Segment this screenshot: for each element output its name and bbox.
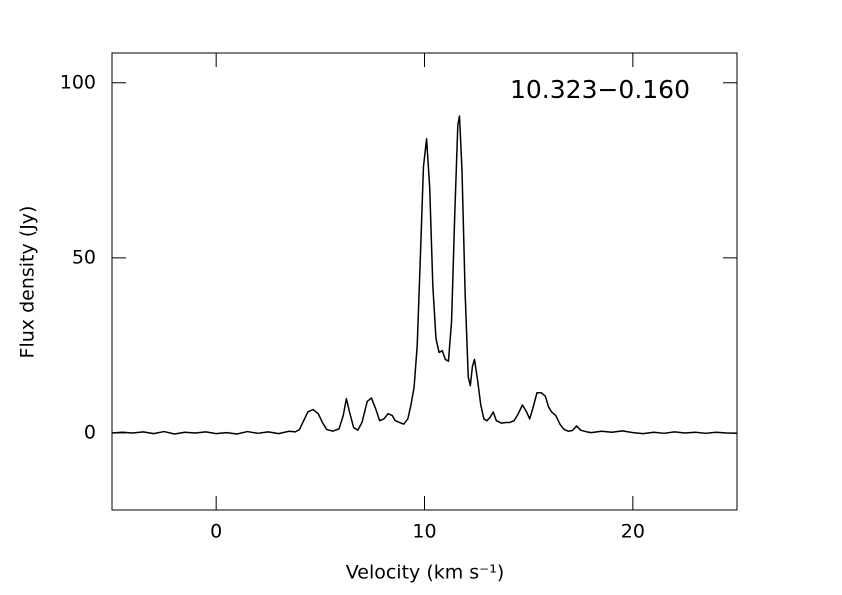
- x-axis-label: Velocity (km s⁻¹): [346, 562, 505, 584]
- x-tick-label: 0: [210, 521, 222, 543]
- y-tick-label: 50: [72, 246, 96, 268]
- spectrum-line: [111, 115, 738, 435]
- annotation: 10.323−0.160: [510, 75, 690, 104]
- x-tick-label: 20: [621, 521, 645, 543]
- y-tick-label: 0: [84, 421, 96, 443]
- plot-frame: [111, 52, 738, 511]
- y-axis-label: Flux density (Jy): [17, 206, 39, 359]
- y-tick-label: 100: [60, 71, 96, 93]
- x-tick-label: 10: [412, 521, 436, 543]
